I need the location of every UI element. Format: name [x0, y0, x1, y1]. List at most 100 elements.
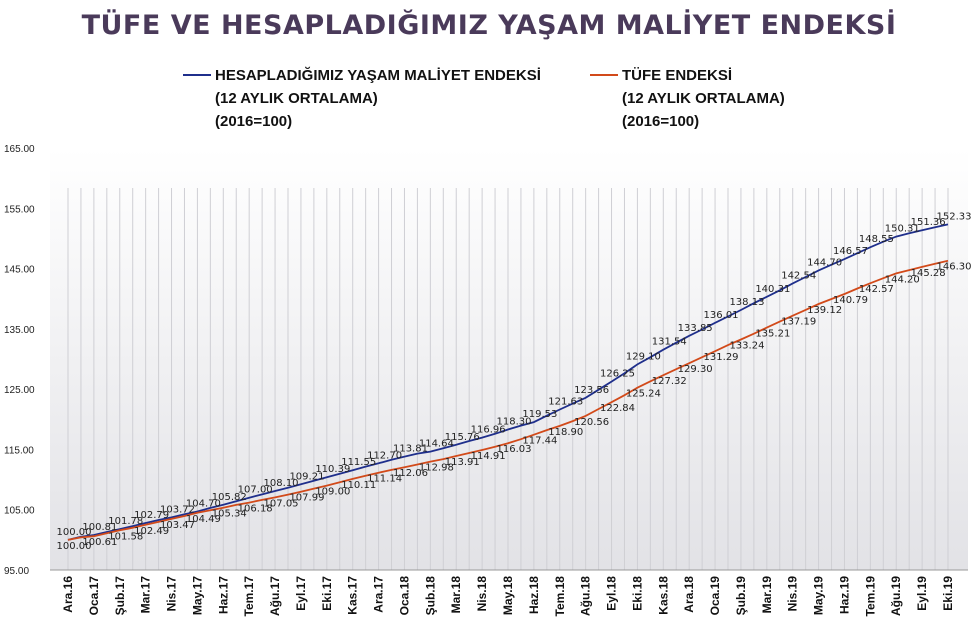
legend-label-series-a-line2: (12 AYLIK ORTALAMA)	[215, 90, 378, 107]
x-tick-label: Oca.17	[87, 576, 101, 616]
data-label-tufe: 135.21	[755, 329, 790, 340]
legend-item-series-b: TÜFE ENDEKSİ (12 AYLIK ORTALAMA) (2016=1…	[590, 64, 785, 133]
data-label-tufe: 111.14	[367, 474, 402, 485]
data-label-yasam-maliyet: 123.56	[574, 385, 609, 396]
data-label-tufe: 137.19	[781, 317, 816, 328]
data-label-yasam-maliyet: 100.00	[57, 527, 92, 538]
data-label-yasam-maliyet: 105.82	[212, 492, 247, 503]
x-tick-label: Oca.18	[397, 576, 411, 616]
x-tick-label: Nis.17	[165, 576, 179, 612]
data-label-yasam-maliyet: 136.01	[704, 310, 739, 321]
y-tick-label: 105.00	[4, 506, 35, 517]
data-label-yasam-maliyet: 126.25	[600, 369, 635, 380]
data-label-tufe: 112.06	[393, 468, 428, 479]
x-tick-label: Şub.17	[113, 576, 127, 616]
data-label-tufe: 100.61	[82, 537, 117, 548]
x-tick-label: Nis.19	[786, 576, 800, 612]
data-label-tufe: 116.03	[497, 444, 532, 455]
data-label-yasam-maliyet: 102.79	[134, 510, 169, 521]
x-tick-label: Ara.16	[61, 576, 75, 613]
data-label-yasam-maliyet: 100.81	[82, 522, 117, 533]
data-label-yasam-maliyet: 138.13	[729, 297, 764, 308]
data-label-tufe: 142.57	[859, 284, 894, 295]
y-tick-label: 125.00	[4, 385, 35, 396]
data-label-tufe: 105.34	[212, 509, 247, 520]
x-tick-label: Ağu.17	[268, 576, 282, 616]
legend-label-series-a-line3: (2016=100)	[215, 113, 293, 130]
data-label-yasam-maliyet: 113.81	[393, 444, 428, 455]
data-label-tufe: 122.84	[600, 403, 635, 414]
data-label-yasam-maliyet: 109.21	[289, 471, 324, 482]
x-tick-label: Mar.19	[760, 576, 774, 614]
data-label-yasam-maliyet: 104.70	[186, 499, 221, 510]
data-label-yasam-maliyet: 146.57	[833, 246, 868, 257]
y-tick-label: 145.00	[4, 265, 35, 276]
y-tick-label: 155.00	[4, 204, 35, 215]
x-tick-label: Eyl.18	[605, 576, 619, 611]
x-tick-label: Haz.17	[216, 576, 230, 614]
data-label-tufe: 127.32	[652, 376, 687, 387]
data-label-tufe: 139.12	[807, 305, 842, 316]
x-tick-label: Mar.17	[139, 576, 153, 614]
data-label-tufe: 102.49	[134, 526, 169, 537]
x-tick-label: May.17	[190, 576, 204, 615]
data-label-tufe: 145.28	[911, 268, 946, 279]
x-tick-label: Tem.18	[553, 576, 567, 617]
data-label-tufe: 101.58	[108, 531, 143, 542]
legend-swatch-series-a	[183, 74, 211, 76]
data-label-yasam-maliyet: 129.10	[626, 351, 661, 362]
data-label-yasam-maliyet: 152.33	[937, 211, 972, 222]
data-label-yasam-maliyet: 148.55	[859, 234, 894, 245]
x-tick-label: May.18	[501, 576, 515, 615]
data-label-yasam-maliyet: 108.10	[264, 478, 299, 489]
data-label-tufe: 103.47	[160, 520, 195, 531]
y-tick-label: 95.00	[4, 566, 29, 577]
y-tick-label: 135.00	[4, 325, 35, 336]
data-label-tufe: 146.30	[937, 262, 972, 273]
x-tick-label: Ağu.18	[579, 576, 593, 616]
data-label-yasam-maliyet: 115.76	[445, 432, 480, 443]
y-tick-label: 115.00	[4, 445, 34, 456]
x-tick-label: Kas.17	[346, 576, 360, 615]
data-label-yasam-maliyet: 151.36	[911, 217, 946, 228]
data-label-yasam-maliyet: 110.39	[315, 464, 350, 475]
data-label-tufe: 107.99	[289, 493, 324, 504]
x-tick-label: Eki.18	[630, 576, 644, 611]
x-tick-label: Şub.19	[734, 576, 748, 616]
plot-area	[50, 148, 968, 570]
data-label-tufe: 112.98	[419, 463, 454, 474]
data-label-yasam-maliyet: 118.30	[497, 417, 532, 428]
data-label-tufe: 131.29	[704, 352, 739, 363]
data-label-tufe: 110.11	[341, 480, 376, 491]
data-label-yasam-maliyet: 116.96	[471, 425, 506, 436]
legend-swatch-series-b	[590, 74, 618, 76]
x-tick-label: Haz.18	[527, 576, 541, 614]
x-tick-label: Kas.18	[656, 576, 670, 615]
data-label-yasam-maliyet: 103.72	[160, 504, 195, 515]
data-label-tufe: 129.30	[678, 364, 713, 375]
data-label-tufe: 109.00	[315, 487, 350, 498]
data-label-tufe: 125.24	[626, 389, 661, 400]
x-tick-label: Eyl.19	[915, 576, 929, 611]
x-tick-label: Mar.18	[449, 576, 463, 614]
data-label-yasam-maliyet: 114.64	[419, 439, 454, 450]
x-tick-label: Tem.19	[863, 576, 877, 617]
x-tick-label: Haz.19	[837, 576, 851, 614]
chart-title: TÜFE VE HESAPLADIĞIMIZ YAŞAM MALİYET END…	[81, 10, 897, 41]
legend-item-series-a: HESAPLADIĞIMIZ YAŞAM MALİYET ENDEKSİ (12…	[183, 64, 541, 133]
data-label-tufe: 107.05	[264, 498, 299, 509]
data-label-tufe: 106.18	[238, 504, 273, 515]
data-label-tufe: 118.90	[548, 427, 583, 438]
data-label-tufe: 120.56	[574, 417, 609, 428]
legend-label-series-b-line1: TÜFE ENDEKSİ	[622, 67, 733, 84]
data-label-tufe: 117.44	[522, 436, 557, 447]
data-label-yasam-maliyet: 150.31	[885, 224, 920, 235]
data-label-yasam-maliyet: 121.63	[548, 396, 583, 407]
x-tick-label: Eki.17	[320, 576, 334, 611]
x-tick-label: Şub.18	[423, 576, 437, 616]
data-label-tufe: 100.00	[57, 541, 92, 552]
legend-label-series-b-line2: (12 AYLIK ORTALAMA)	[622, 90, 785, 107]
series-line-tufe	[67, 259, 949, 541]
data-label-tufe: 114.91	[471, 451, 506, 462]
